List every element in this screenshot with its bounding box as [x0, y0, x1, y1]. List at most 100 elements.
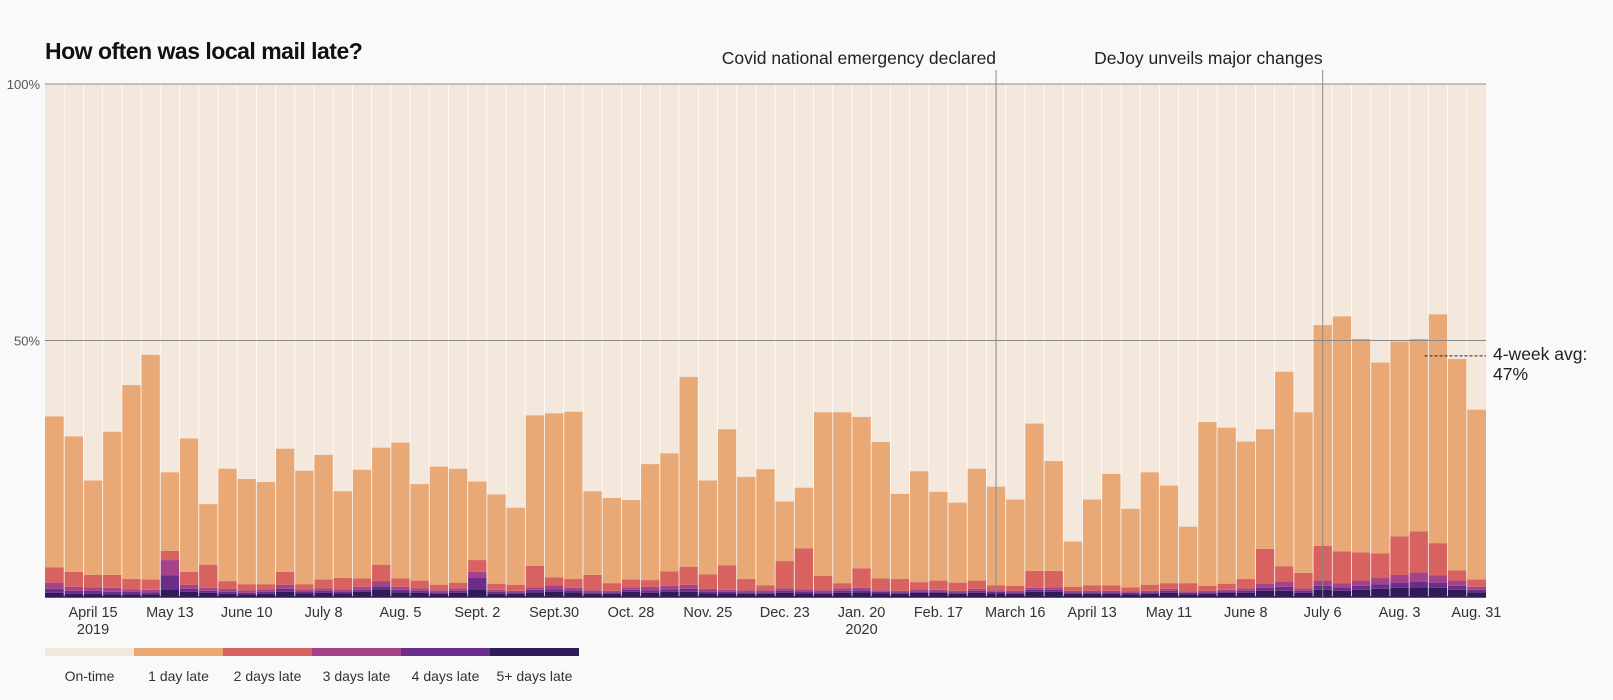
- bar-segment-4-week-2: [83, 590, 103, 594]
- bar-segment-1-week-24: [506, 507, 526, 585]
- bar-segment-2-week-44: [890, 579, 910, 591]
- bar-segment-3-week-27: [563, 587, 583, 591]
- bar-segment-5-week-54: [1082, 593, 1102, 597]
- bar-segment-1-week-47: [948, 502, 968, 583]
- y-tick-label: 50%: [14, 334, 40, 349]
- bar-segment-5-week-27: [563, 592, 583, 597]
- bar-segment-5-week-60: [1197, 593, 1218, 597]
- bar-segment-2-week-56: [1120, 587, 1141, 592]
- bar-segment-3-week-29: [602, 590, 622, 593]
- bar-segment-2-week-38: [775, 561, 795, 589]
- bar-segment-4-week-11: [256, 591, 276, 594]
- bar-segment-3-week-35: [717, 589, 737, 592]
- bar-segment-2-week-55: [1101, 585, 1121, 591]
- bar-segment-2-week-30: [621, 579, 641, 588]
- bar-segment-5-week-32: [659, 591, 680, 597]
- bar-segment-2-week-41: [832, 583, 852, 589]
- bar-segment-5-week-55: [1101, 593, 1121, 597]
- bar-segment-3-week-34: [698, 588, 718, 592]
- bar-segment-4-week-65: [1293, 590, 1314, 593]
- bar-segment-1-week-45: [909, 471, 929, 583]
- bar-segment-4-week-62: [1236, 590, 1256, 593]
- legend: On-time 1 day late 2 days late 3 days late 4…: [45, 648, 579, 684]
- bar-segment-4-week-60: [1197, 592, 1218, 594]
- bar-segment-5-week-35: [717, 593, 737, 597]
- bar-segment-1-week-63: [1255, 429, 1275, 549]
- bar-segment-3-week-58: [1159, 588, 1179, 591]
- bar-segment-5-week-42: [851, 592, 872, 597]
- bar-segment-1-week-73: [1447, 358, 1467, 571]
- bar-segment-4-week-58: [1159, 590, 1179, 593]
- bar-segment-4-week-67: [1332, 587, 1352, 591]
- bar-segment-5-week-15: [333, 593, 353, 597]
- bar-segment-2-week-73: [1447, 570, 1467, 581]
- bar-segment-4-week-74: [1466, 589, 1486, 593]
- legend-item: On-time: [45, 648, 134, 684]
- bar-segment-2-week-36: [736, 579, 756, 591]
- bar-segment-3-week-37: [755, 590, 776, 593]
- bar-segment-2-week-18: [390, 578, 411, 587]
- x-tick-label: May 13: [146, 605, 194, 621]
- bar-segment-5-week-44: [890, 593, 910, 597]
- bar-segment-1-week-62: [1236, 441, 1256, 580]
- bar-segment-4-week-26: [544, 589, 564, 592]
- bar-segment-1-week-8: [198, 504, 218, 565]
- bar-segment-2-week-12: [275, 571, 295, 585]
- bar-segment-2-week-68: [1351, 552, 1371, 581]
- bar-segment-1-week-20: [429, 466, 449, 585]
- bar-segment-2-week-21: [448, 582, 468, 589]
- bar-segment-1-week-21: [448, 468, 468, 583]
- bar-segment-3-week-54: [1082, 590, 1102, 593]
- bar-segment-3-week-64: [1274, 581, 1294, 587]
- bar-segment-3-week-70: [1389, 574, 1410, 583]
- bar-segment-2-week-59: [1178, 583, 1198, 592]
- bar-segment-3-week-10: [237, 590, 257, 593]
- bar-segment-5-week-48: [967, 592, 987, 597]
- bar-segment-5-week-12: [275, 591, 295, 597]
- bar-segment-1-week-50: [1005, 499, 1025, 586]
- bar-segment-4-week-46: [928, 591, 949, 593]
- bar-segment-2-week-52: [1044, 570, 1064, 588]
- bar-segment-1-week-68: [1351, 338, 1371, 553]
- x-tick-label: Sept.30: [529, 605, 579, 621]
- bar-segment-2-week-15: [333, 578, 353, 590]
- x-tick-label: May 11: [1146, 605, 1192, 621]
- bar-segment-2-week-45: [909, 582, 929, 590]
- bar-segment-3-week-74: [1466, 586, 1486, 590]
- bar-segment-4-week-43: [871, 591, 891, 594]
- bar-segment-1-week-34: [698, 480, 718, 575]
- bar-segment-2-week-74: [1466, 579, 1486, 587]
- bar-segment-3-week-5: [141, 589, 161, 593]
- bar-segment-3-week-48: [967, 588, 987, 591]
- bar-segment-5-week-19: [410, 592, 430, 597]
- bar-segment-3-week-32: [659, 585, 680, 590]
- bar-segment-2-week-48: [967, 580, 987, 589]
- bar-segment-1-week-46: [928, 491, 949, 581]
- bar-segment-4-week-7: [179, 588, 199, 592]
- x-tick-year: 2020: [845, 622, 877, 638]
- bar-segment-4-week-25: [525, 589, 545, 593]
- x-tick-label: Aug. 31: [1451, 605, 1501, 621]
- chart-title: How often was local mail late?: [45, 38, 363, 64]
- bar-segment-3-week-41: [832, 588, 852, 591]
- bar-segment-3-week-50: [1005, 590, 1025, 593]
- bar-segment-2-week-27: [563, 579, 583, 588]
- bar-segment-5-week-37: [755, 593, 776, 597]
- bar-segment-5-week-5: [141, 594, 161, 597]
- bar-segment-5-week-56: [1120, 594, 1141, 597]
- bar-segment-3-week-18: [390, 586, 411, 590]
- legend-swatch: [45, 648, 134, 656]
- bar-segment-1-week-64: [1274, 371, 1294, 567]
- bar-segment-5-week-68: [1351, 589, 1371, 597]
- bar-segment-5-week-29: [602, 593, 622, 597]
- bar-segment-1-week-55: [1101, 473, 1121, 586]
- bar-segment-3-week-3: [102, 587, 122, 592]
- bar-segment-3-week-19: [410, 588, 430, 591]
- bar-segment-3-week-53: [1063, 590, 1083, 593]
- bar-segment-2-week-64: [1274, 566, 1294, 582]
- bar-segment-4-week-24: [506, 592, 526, 594]
- bar-segment-4-week-8: [198, 590, 218, 593]
- x-tick-label: June 8: [1224, 605, 1268, 621]
- bar-segment-5-week-50: [1005, 593, 1025, 597]
